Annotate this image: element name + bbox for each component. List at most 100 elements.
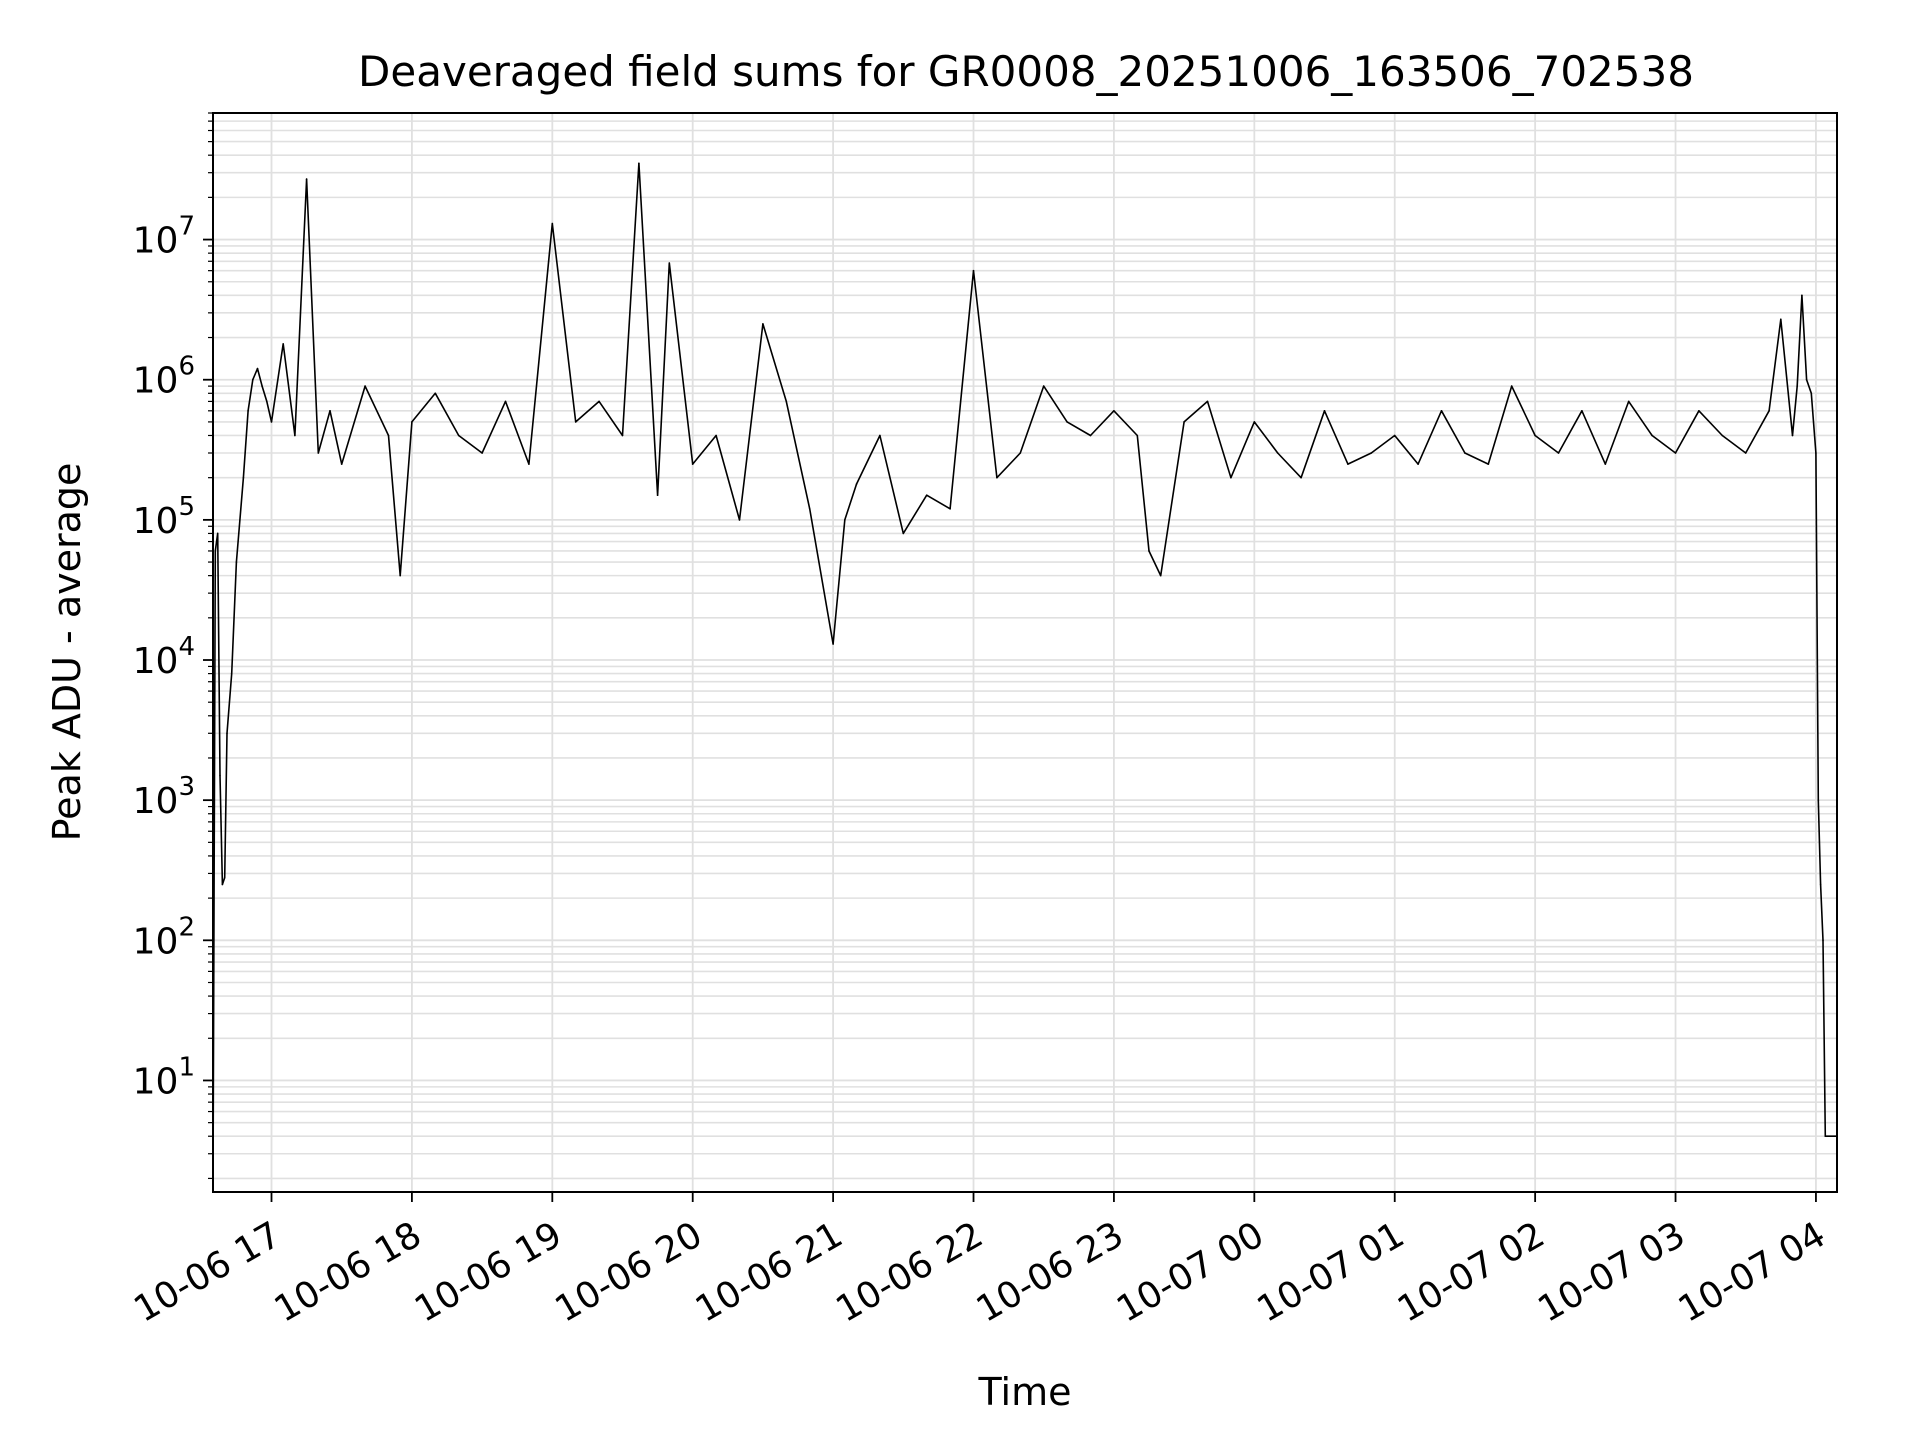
data-point — [411, 421, 413, 423]
data-point — [656, 494, 659, 497]
data-point — [1822, 939, 1824, 942]
data-point — [668, 262, 671, 264]
data-point — [574, 421, 577, 423]
data-point — [855, 483, 858, 485]
y-axis-label: Peak ADU - average — [45, 463, 89, 842]
y-tick-label: 106 — [133, 352, 195, 402]
data-point — [1300, 476, 1302, 479]
data-point — [242, 476, 245, 479]
data-point — [261, 385, 263, 387]
data-point — [1417, 463, 1419, 465]
data-point — [364, 385, 366, 387]
data-point — [247, 410, 249, 412]
data-point — [256, 367, 259, 370]
data-point — [1604, 463, 1607, 465]
data-point — [1113, 410, 1115, 412]
y-tick-label: 103 — [133, 772, 195, 822]
plot-frame — [212, 112, 1838, 1193]
data-point — [925, 494, 928, 497]
data-point — [1206, 400, 1209, 403]
data-point — [1817, 799, 1820, 801]
data-point — [972, 269, 975, 272]
data-point — [1768, 410, 1770, 412]
y-tick-label: 107 — [133, 212, 195, 262]
y-tick-label: 105 — [133, 492, 195, 542]
data-point — [1534, 434, 1536, 437]
data-point — [1801, 294, 1803, 297]
data-point — [317, 452, 320, 454]
data-point — [1276, 452, 1279, 454]
data-point — [1183, 421, 1185, 423]
data-point — [1066, 421, 1068, 423]
data-point — [504, 400, 507, 403]
data-point — [252, 378, 254, 381]
data-point — [1815, 452, 1817, 454]
y-tick-label: 104 — [133, 632, 195, 682]
data-point — [1791, 434, 1794, 437]
data-point — [399, 574, 402, 577]
data-point — [785, 400, 788, 403]
data-point — [1810, 392, 1813, 395]
data-point — [1393, 434, 1396, 437]
data-point — [1487, 463, 1490, 465]
data-point — [879, 434, 881, 437]
data-point — [270, 421, 273, 423]
data-point — [1819, 883, 1822, 886]
data-point — [294, 434, 296, 437]
data-point — [305, 178, 308, 180]
data-point — [1323, 410, 1326, 412]
data-point — [340, 463, 343, 465]
data-point — [216, 532, 219, 535]
data-point — [221, 883, 224, 886]
data-point — [1824, 1135, 1827, 1137]
data-point — [598, 400, 600, 403]
data-point — [1019, 452, 1022, 454]
data-point — [949, 508, 951, 510]
y-tick-label: 101 — [133, 1052, 195, 1102]
data-point — [551, 222, 554, 225]
data-point — [226, 732, 228, 735]
data-point — [214, 550, 217, 552]
data-point — [844, 519, 846, 521]
data-point — [1698, 410, 1700, 412]
data-point — [1230, 476, 1232, 479]
data-point — [902, 532, 905, 535]
data-point — [235, 561, 238, 563]
data-point — [738, 519, 741, 521]
x-axis-label: Time — [978, 1370, 1072, 1414]
data-point — [808, 508, 811, 510]
data-point — [1253, 421, 1256, 423]
data-point — [219, 774, 221, 777]
data-point — [266, 400, 268, 403]
data-point — [1651, 434, 1653, 437]
data-point — [223, 876, 226, 879]
y-axis-ticks: 101 102 103 104 105 106 107 — [133, 112, 213, 1180]
data-point — [1440, 410, 1443, 412]
data-point — [1370, 452, 1373, 454]
data-point — [1089, 434, 1092, 437]
series-line — [212, 162, 1838, 1190]
data-point — [1721, 434, 1724, 437]
data-point — [329, 410, 331, 412]
data-point — [457, 434, 460, 437]
data-point — [1464, 452, 1466, 454]
data-point — [762, 323, 764, 325]
data-point — [282, 343, 285, 345]
data-point — [691, 463, 694, 465]
data-point — [1159, 574, 1162, 577]
data-point — [1510, 385, 1513, 387]
data-point — [230, 672, 233, 675]
data-point — [638, 162, 640, 165]
data-point — [1627, 400, 1630, 403]
data-point — [1805, 378, 1808, 381]
data-point — [387, 434, 390, 437]
chart-title: Deaveraged field sums for GR0008_2025100… — [358, 47, 1694, 96]
data-point — [434, 392, 437, 395]
y-tick-label: 102 — [133, 912, 195, 962]
data-point — [1136, 434, 1139, 437]
data-point — [528, 463, 530, 465]
data-point — [1042, 385, 1045, 387]
data-point — [715, 434, 717, 437]
data-point — [832, 643, 834, 645]
